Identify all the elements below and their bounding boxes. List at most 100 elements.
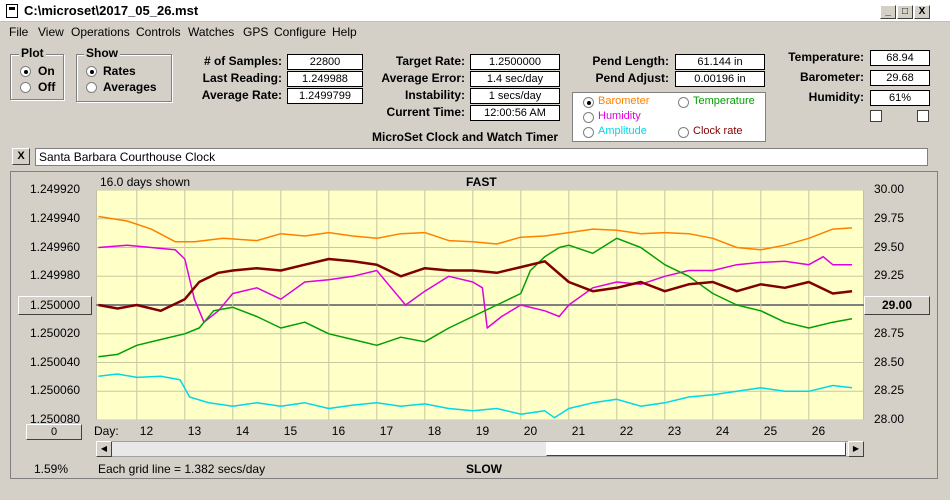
instability-label: Instability: bbox=[404, 88, 465, 102]
window-title: C:\microset\2017_05_26.mst bbox=[24, 3, 199, 18]
menu-controls[interactable]: Controls bbox=[136, 25, 181, 39]
menu-file[interactable]: File bbox=[9, 25, 29, 39]
x-tick-label: 24 bbox=[715, 424, 730, 438]
title-bar: C:\microset\2017_05_26.mst _ □ X bbox=[0, 0, 950, 22]
x-tick-label: 25 bbox=[763, 424, 778, 438]
menu-view[interactable]: View bbox=[38, 25, 64, 39]
x-tick-label: 16 bbox=[331, 424, 346, 438]
show-rates-label[interactable]: Rates bbox=[103, 64, 136, 78]
average-error-value: 1.4 sec/day bbox=[470, 71, 560, 87]
x-tick-label: 12 bbox=[139, 424, 154, 438]
left-center-button[interactable]: 1.250000 bbox=[18, 296, 92, 315]
x-tick-label: 20 bbox=[523, 424, 538, 438]
average-error-label: Average Error: bbox=[381, 71, 465, 85]
temperature-option[interactable]: Temperature bbox=[693, 95, 755, 107]
menu-gps[interactable]: GPS bbox=[243, 25, 269, 39]
scroll-thumb[interactable] bbox=[546, 442, 846, 456]
plot-group bbox=[10, 54, 64, 100]
left-tick-label: 1.250060 bbox=[30, 383, 81, 398]
temperature-radio[interactable] bbox=[678, 97, 689, 108]
app-icon[interactable] bbox=[6, 4, 18, 18]
plot-off-label[interactable]: Off bbox=[38, 80, 56, 94]
menu-bar: File View Operations Controls Watches GP… bbox=[0, 22, 950, 41]
left-tick-label: 1.249920 bbox=[30, 182, 81, 196]
app-caption: MicroSet Clock and Watch Timer bbox=[372, 130, 559, 144]
percent-readout: 1.59% bbox=[34, 462, 69, 476]
left-tick-label: 1.249980 bbox=[30, 268, 81, 283]
average-rate-value: 1.2499799 bbox=[287, 88, 363, 104]
barometer-option[interactable]: Barometer bbox=[598, 95, 650, 107]
series-line-amplitude bbox=[98, 373, 853, 419]
pend-length-label: Pend Length: bbox=[592, 54, 669, 68]
right-tick-label: 28.00 bbox=[874, 412, 905, 426]
plot-on-label[interactable]: On bbox=[38, 64, 55, 78]
left-tick-label: 1.249940 bbox=[30, 210, 81, 225]
show-group-title: Show bbox=[84, 46, 120, 60]
pend-adjust-value: 0.00196 in bbox=[675, 71, 765, 87]
checkbox-right[interactable] bbox=[917, 110, 929, 122]
samples-value: 22800 bbox=[287, 54, 363, 70]
x-tick-label: 23 bbox=[667, 424, 682, 438]
menu-configure[interactable]: Configure bbox=[274, 25, 327, 39]
target-rate-value: 1.2500000 bbox=[470, 54, 560, 70]
x-tick-label: 13 bbox=[187, 424, 202, 438]
right-tick-label: 30.00 bbox=[874, 182, 905, 196]
menu-watches[interactable]: Watches bbox=[188, 25, 235, 39]
series-line-clock-rate bbox=[98, 257, 853, 313]
last-reading-label: Last Reading: bbox=[202, 71, 282, 85]
x-tick-label: 19 bbox=[475, 424, 490, 438]
show-averages-label[interactable]: Averages bbox=[103, 80, 157, 94]
chart-plot-area bbox=[96, 190, 864, 420]
menu-help[interactable]: Help bbox=[332, 25, 357, 39]
right-tick-label: 29.75 bbox=[874, 210, 905, 225]
scroll-right-arrow[interactable]: ▶ bbox=[848, 441, 864, 457]
right-tick-label: 29.50 bbox=[874, 239, 905, 254]
barometer-label: Barometer: bbox=[799, 70, 864, 84]
scroll-left-arrow[interactable]: ◀ bbox=[96, 441, 112, 457]
right-center-button[interactable]: 29.00 bbox=[864, 296, 930, 315]
series-line-barometer bbox=[98, 215, 853, 251]
close-watch-button[interactable]: X bbox=[12, 148, 30, 165]
day-label: Day: bbox=[94, 424, 119, 438]
close-window-button[interactable]: X bbox=[914, 5, 930, 19]
pend-length-value: 61.144 in bbox=[675, 54, 765, 70]
current-time-value: 12:00:56 AM bbox=[470, 105, 560, 121]
left-tick-label: 1.250020 bbox=[30, 325, 81, 340]
minimize-button[interactable]: _ bbox=[880, 5, 896, 19]
x-tick-label: 14 bbox=[235, 424, 250, 438]
show-averages-radio[interactable] bbox=[86, 82, 97, 93]
x-tick-label: 15 bbox=[283, 424, 298, 438]
clock-rate-option[interactable]: Clock rate bbox=[693, 125, 743, 137]
humidity-label: Humidity: bbox=[808, 90, 864, 104]
show-rates-radio[interactable] bbox=[86, 66, 97, 77]
series-line-humidity bbox=[98, 244, 852, 329]
amplitude-option[interactable]: Amplitude bbox=[598, 125, 647, 137]
temperature-value: 68.94 bbox=[870, 50, 930, 66]
watch-name-field[interactable]: Santa Barbara Courthouse Clock bbox=[35, 148, 928, 166]
barometer-radio[interactable] bbox=[583, 97, 594, 108]
series-select-box bbox=[572, 92, 766, 142]
temperature-label: Temperature: bbox=[788, 50, 864, 64]
right-tick-label: 28.75 bbox=[874, 325, 905, 340]
pend-adjust-label: Pend Adjust: bbox=[595, 71, 669, 85]
left-tick-label: 1.249960 bbox=[30, 239, 81, 254]
plot-off-radio[interactable] bbox=[20, 82, 31, 93]
last-reading-value: 1.249988 bbox=[287, 71, 363, 87]
humidity-option[interactable]: Humidity bbox=[598, 110, 641, 122]
clock-rate-radio[interactable] bbox=[678, 127, 689, 138]
target-rate-label: Target Rate: bbox=[395, 54, 465, 68]
amplitude-radio[interactable] bbox=[583, 127, 594, 138]
zero-button[interactable]: 0 bbox=[26, 424, 82, 440]
plot-on-radio[interactable] bbox=[20, 66, 31, 77]
left-tick-label: 1.250040 bbox=[30, 354, 81, 369]
maximize-button[interactable]: □ bbox=[897, 5, 913, 19]
menu-operations[interactable]: Operations bbox=[71, 25, 130, 39]
checkbox-left[interactable] bbox=[870, 110, 882, 122]
samples-label: # of Samples: bbox=[203, 54, 282, 68]
plot-group-title: Plot bbox=[19, 46, 46, 60]
x-tick-label: 18 bbox=[427, 424, 442, 438]
humidity-radio[interactable] bbox=[583, 112, 594, 123]
x-tick-label: 21 bbox=[571, 424, 586, 438]
series-line-temperature bbox=[98, 237, 853, 358]
barometer-value: 29.68 bbox=[870, 70, 930, 86]
